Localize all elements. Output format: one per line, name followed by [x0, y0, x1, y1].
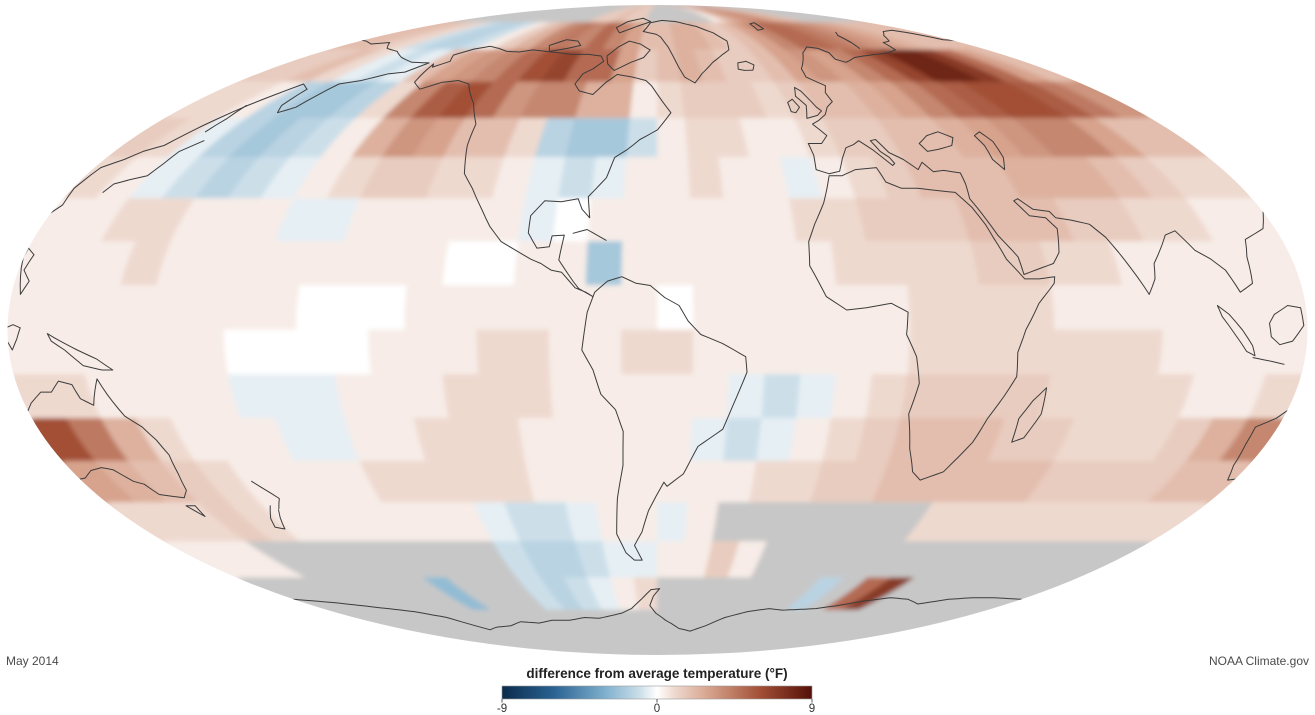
legend-tick-min: -9	[497, 703, 507, 715]
date-label: May 2014	[6, 654, 59, 668]
legend-colorbar	[501, 685, 813, 700]
map-area	[7, 5, 1308, 655]
anomaly-cells-layer	[7, 5, 1308, 655]
credit-label: NOAA Climate.gov	[1209, 654, 1309, 668]
legend-tick-zero: 0	[654, 703, 660, 715]
legend-title: difference from average temperature (°F)	[526, 666, 787, 681]
legend-tick-max: 9	[809, 703, 815, 715]
